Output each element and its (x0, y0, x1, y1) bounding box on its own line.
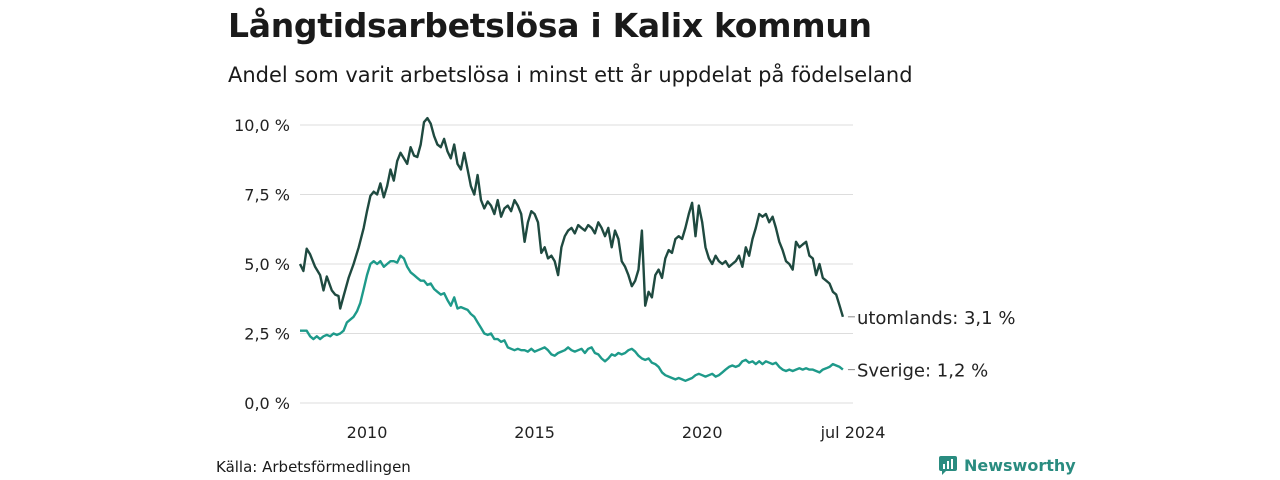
series-end-label-utomlands: utomlands: 3,1 % (857, 308, 1016, 329)
series-line-utomlands (298, 116, 845, 318)
newsworthy-logo-icon (939, 456, 957, 475)
y-tick-label: 7,5 % (244, 186, 290, 205)
source-note: Källa: Arbetsförmedlingen (216, 458, 411, 476)
x-tick-label: jul 2024 (820, 423, 886, 442)
y-tick-label: 5,0 % (244, 255, 290, 274)
series-end-label-sverige: Sverige: 1,2 % (857, 361, 988, 382)
brand-logo: Newsworthy (938, 455, 1076, 475)
x-tick-label: 2015 (514, 423, 555, 442)
y-tick-label: 2,5 % (244, 325, 290, 344)
chart-title: Långtidsarbetslösa i Kalix kommun (228, 6, 872, 45)
chart-subtitle: Andel som varit arbetslösa i minst ett å… (228, 63, 913, 87)
x-tick-label: 2010 (347, 423, 388, 442)
y-tick-label: 0,0 % (244, 394, 290, 413)
series-line-sverige (300, 254, 844, 382)
x-tick-label: 2020 (682, 423, 723, 442)
brand-name: Newsworthy (964, 455, 1076, 475)
y-tick-label: 10,0 % (234, 116, 290, 135)
